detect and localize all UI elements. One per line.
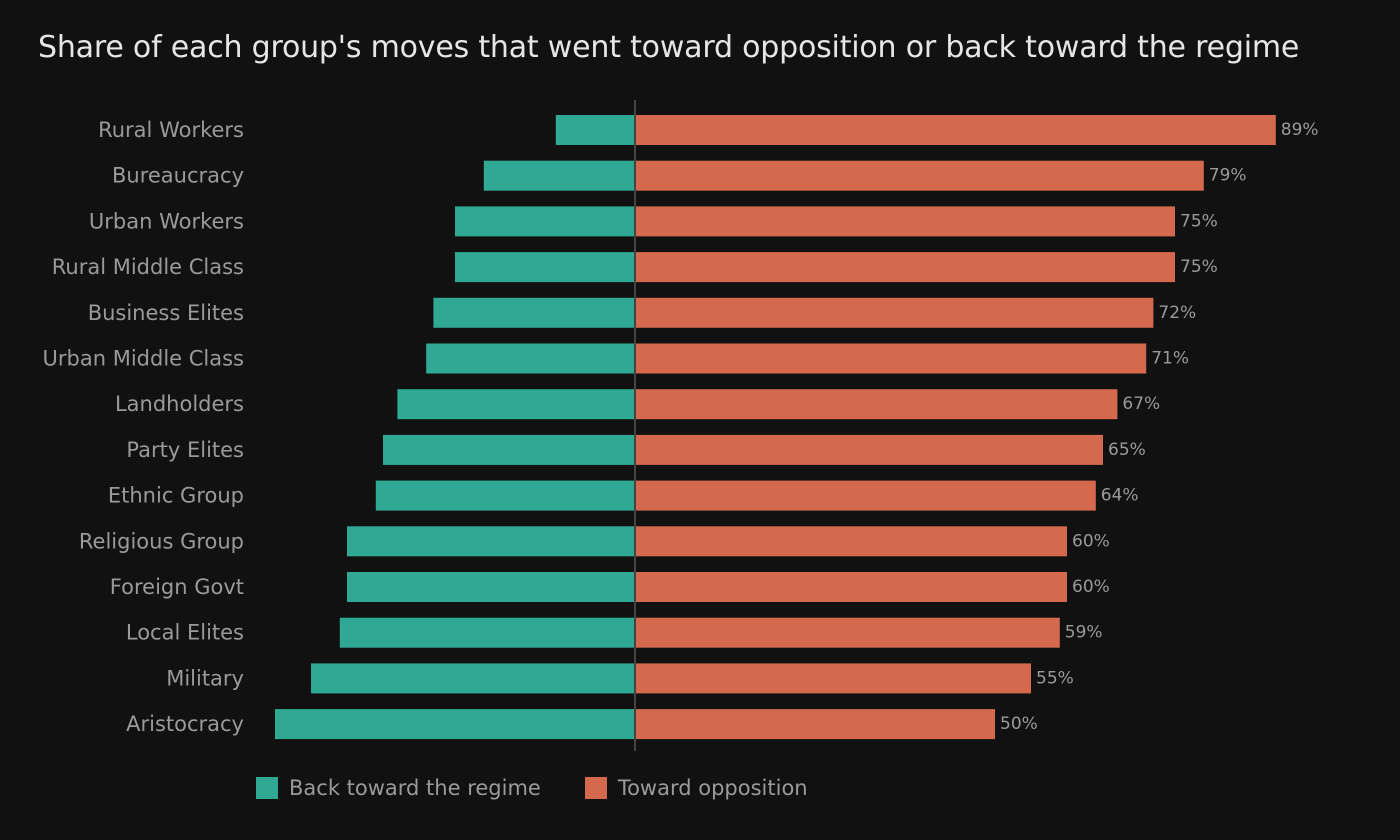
bar-regime-foreign-govt	[347, 572, 635, 602]
bar-opposition-ethnic-group	[635, 480, 1096, 511]
legend-item-opposition: Toward opposition	[584, 776, 808, 800]
bar-regime-rural-middle-class	[455, 252, 635, 283]
bar-opposition-military	[635, 663, 1031, 694]
category-label-religious-group: Religious Group	[79, 529, 244, 553]
bar-regime-local-elites	[339, 617, 635, 648]
category-label-business-elites: Business Elites	[88, 301, 244, 325]
bar-opposition-religious-group	[635, 526, 1067, 557]
value-label-opposition-landholders: 67%	[1122, 394, 1160, 414]
legend-label-opposition: Toward opposition	[617, 776, 808, 800]
labels-layer: Rural Workers 89% Bureaucracy 79% Urban Work…	[43, 118, 1319, 736]
chart-title: Share of each group's moves that went to…	[38, 30, 1300, 65]
legend-swatch-opposition	[584, 777, 607, 799]
bar-opposition-urban-workers	[635, 206, 1175, 237]
bar-opposition-local-elites	[635, 617, 1060, 648]
category-label-aristocracy: Aristocracy	[126, 712, 244, 736]
bar-regime-rural-workers	[555, 115, 635, 145]
bar-regime-urban-workers	[455, 206, 635, 237]
value-label-opposition-party-elites: 65%	[1108, 440, 1146, 460]
bar-regime-religious-group	[347, 526, 635, 557]
bar-regime-bureaucracy	[483, 160, 635, 191]
value-label-opposition-religious-group: 60%	[1072, 531, 1110, 551]
legend-swatch-regime	[256, 777, 278, 799]
bar-regime-ethnic-group	[375, 480, 635, 511]
category-label-rural-middle-class: Rural Middle Class	[52, 255, 244, 279]
category-label-foreign-govt: Foreign Govt	[110, 575, 244, 599]
value-label-opposition-rural-workers: 89%	[1281, 120, 1319, 140]
bar-regime-aristocracy	[275, 709, 635, 740]
category-label-military: Military	[166, 666, 244, 690]
bar-regime-business-elites	[433, 297, 635, 328]
category-label-landholders: Landholders	[115, 392, 244, 416]
bar-regime-military	[311, 663, 635, 694]
category-label-rural-workers: Rural Workers	[98, 118, 244, 142]
category-label-urban-middle-class: Urban Middle Class	[43, 347, 244, 371]
value-label-opposition-military: 55%	[1036, 668, 1074, 688]
category-label-ethnic-group: Ethnic Group	[108, 484, 244, 508]
category-label-party-elites: Party Elites	[126, 438, 244, 462]
value-label-opposition-urban-workers: 75%	[1180, 211, 1218, 231]
bar-opposition-urban-middle-class	[635, 343, 1147, 374]
bar-opposition-business-elites	[635, 297, 1154, 328]
category-label-local-elites: Local Elites	[126, 621, 244, 645]
bars-layer	[275, 115, 1276, 740]
bar-opposition-foreign-govt	[635, 572, 1067, 602]
bar-regime-landholders	[397, 389, 635, 420]
value-label-opposition-aristocracy: 50%	[1000, 714, 1038, 734]
value-label-opposition-business-elites: 72%	[1158, 303, 1196, 323]
value-label-opposition-foreign-govt: 60%	[1072, 577, 1110, 597]
bar-opposition-party-elites	[635, 434, 1103, 465]
bar-opposition-aristocracy	[635, 709, 995, 740]
value-label-opposition-ethnic-group: 64%	[1101, 486, 1139, 506]
bar-regime-urban-middle-class	[426, 343, 635, 374]
bar-regime-party-elites	[383, 434, 635, 465]
category-label-urban-workers: Urban Workers	[89, 209, 244, 233]
value-label-opposition-urban-middle-class: 71%	[1151, 349, 1189, 369]
bar-opposition-landholders	[635, 389, 1118, 420]
bar-opposition-rural-workers	[635, 115, 1276, 145]
bar-opposition-bureaucracy	[635, 160, 1204, 191]
value-label-opposition-rural-middle-class: 75%	[1180, 257, 1218, 277]
category-label-bureaucracy: Bureaucracy	[112, 164, 244, 188]
bar-opposition-rural-middle-class	[635, 252, 1175, 283]
legend: Back toward the regime Toward opposition	[256, 776, 808, 800]
value-label-opposition-local-elites: 59%	[1065, 623, 1103, 643]
legend-item-regime: Back toward the regime	[256, 776, 541, 800]
value-label-opposition-bureaucracy: 79%	[1209, 166, 1247, 186]
legend-label-regime: Back toward the regime	[289, 776, 541, 800]
